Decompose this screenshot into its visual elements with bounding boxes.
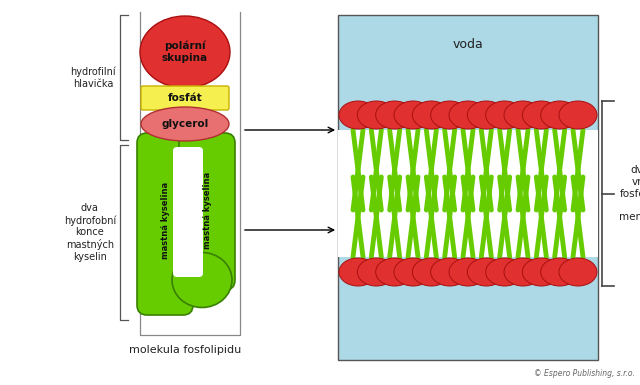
Ellipse shape [541, 258, 579, 286]
Ellipse shape [339, 101, 377, 129]
Text: glycerol: glycerol [161, 119, 209, 129]
Ellipse shape [376, 258, 413, 286]
Ellipse shape [376, 101, 413, 129]
Ellipse shape [559, 258, 597, 286]
Ellipse shape [412, 258, 451, 286]
Ellipse shape [449, 258, 487, 286]
FancyBboxPatch shape [141, 86, 229, 110]
Text: fosfát: fosfát [168, 93, 202, 103]
Ellipse shape [394, 101, 432, 129]
Ellipse shape [449, 101, 487, 129]
Text: dva
hydrofobní
konce
mastných
kyselin: dva hydrofobní konce mastných kyselin [64, 203, 116, 261]
Ellipse shape [141, 107, 229, 141]
Ellipse shape [541, 101, 579, 129]
Ellipse shape [339, 258, 377, 286]
Text: voda: voda [452, 38, 483, 52]
Ellipse shape [172, 253, 232, 308]
Ellipse shape [412, 101, 451, 129]
Ellipse shape [486, 258, 524, 286]
Bar [338, 130, 598, 257]
Ellipse shape [140, 16, 230, 88]
Bar [338, 15, 598, 360]
Text: mastná kyselina: mastná kyselina [202, 171, 211, 249]
Ellipse shape [394, 258, 432, 286]
Ellipse shape [504, 258, 542, 286]
Text: hydrofilní
hlavička: hydrofilní hlavička [70, 67, 116, 89]
Ellipse shape [467, 101, 506, 129]
Text: polární
skupina: polární skupina [162, 41, 208, 63]
Ellipse shape [357, 101, 396, 129]
Ellipse shape [357, 258, 396, 286]
Ellipse shape [431, 101, 468, 129]
Ellipse shape [559, 101, 597, 129]
Text: © Espero Publishing, s.r.o.: © Espero Publishing, s.r.o. [534, 369, 635, 378]
FancyBboxPatch shape [179, 133, 235, 290]
Ellipse shape [486, 101, 524, 129]
Ellipse shape [431, 258, 468, 286]
Ellipse shape [504, 101, 542, 129]
Text: molekula fosfolipidu: molekula fosfolipidu [129, 345, 241, 355]
Ellipse shape [522, 258, 561, 286]
FancyBboxPatch shape [173, 147, 203, 277]
FancyBboxPatch shape [137, 133, 193, 315]
Text: mastná kyselina: mastná kyselina [161, 181, 170, 259]
Text: dvojná
vrstva
fosfolipidů
čili
membrána: dvojná vrstva fosfolipidů čili membrána [619, 164, 640, 223]
Ellipse shape [522, 101, 561, 129]
Ellipse shape [467, 258, 506, 286]
